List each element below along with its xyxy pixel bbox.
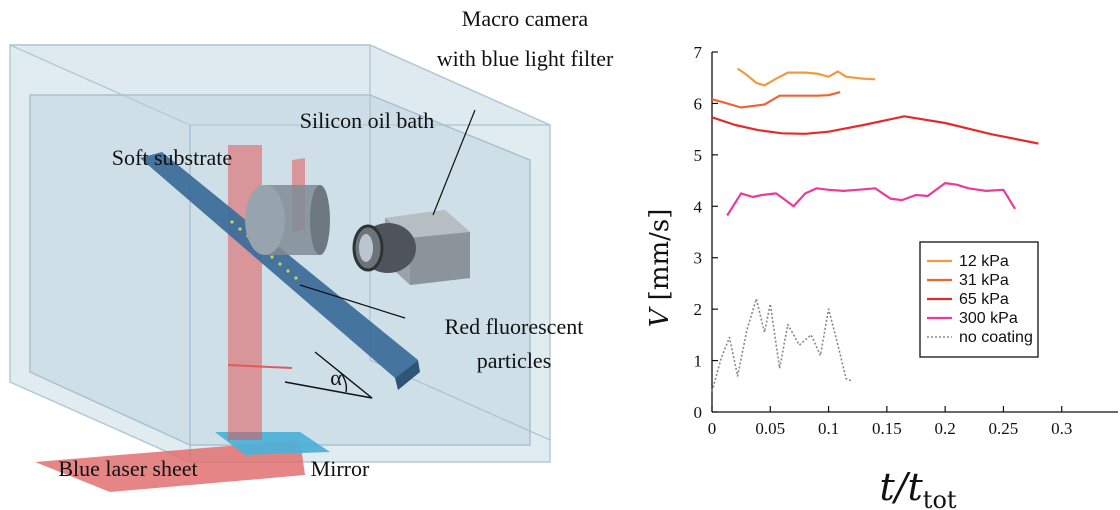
y-tick-label: 0 — [694, 403, 703, 422]
y-axis-title-symbol: V — [645, 306, 675, 327]
label-oil-bath: Silicon oil bath — [300, 108, 434, 133]
label-angle-alpha: α — [330, 365, 342, 390]
y-tick-label: 7 — [694, 43, 703, 62]
y-axis-ticks: 0 1 2 3 4 5 6 7 — [694, 43, 718, 422]
x-tick-label: 0.15 — [872, 419, 902, 438]
legend-label: 31 kPa — [959, 272, 1009, 289]
y-tick-label: 3 — [694, 249, 703, 268]
angle-indicator — [284, 351, 373, 399]
x-tick-label: 0.3 — [1051, 419, 1072, 438]
series-line-2 — [711, 91, 841, 109]
chart-legend: 12 kPa 31 kPa 65 kPa 300 kPa no coating — [919, 241, 1039, 358]
series-line-4 — [726, 182, 1017, 217]
tank-top-face — [9, 44, 551, 126]
legend-label: 12 kPa — [959, 253, 1009, 270]
laser-line — [227, 364, 293, 369]
x-tick-label: 0.1 — [818, 419, 839, 438]
label-macro-camera-line1: Macro camera — [462, 6, 589, 31]
y-tick-label: 1 — [694, 352, 703, 371]
series-layer — [711, 67, 1039, 392]
label-particles-line2: particles — [477, 348, 552, 373]
particles-leader-line — [299, 284, 406, 319]
label-mirror: Mirror — [311, 456, 370, 481]
x-tick-label: 0.2 — [935, 419, 956, 438]
x-axis-title: t/ttot — [879, 465, 956, 510]
label-particles-line1: Red fluorescent — [445, 314, 584, 339]
label-laser-sheet: Blue laser sheet — [58, 456, 197, 481]
y-tick-label: 5 — [694, 146, 703, 165]
tank-inner-edge-2 — [369, 45, 551, 441]
legend-label: 300 kPa — [959, 310, 1018, 327]
series-line-1 — [736, 67, 876, 87]
cylinder-lens — [245, 185, 330, 255]
x-tick-label: 0.05 — [755, 419, 785, 438]
soft-substrate-edge — [395, 360, 420, 390]
series-line-5 — [711, 298, 853, 392]
x-axis-title-subscript: tot — [923, 486, 957, 510]
x-tick-label: 0.25 — [989, 419, 1019, 438]
macro-camera-icon — [352, 210, 470, 285]
x-tick-label: 0 — [708, 419, 717, 438]
camera-leader-line — [432, 109, 476, 216]
series-line-3 — [711, 115, 1039, 145]
label-macro-camera-line2: with blue light filter — [437, 46, 614, 71]
x-axis-title-main: t/t — [879, 465, 923, 509]
experimental-setup-schematic: Macro camera with blue light filter Sili… — [9, 6, 614, 492]
label-soft-substrate: Soft substrate — [112, 145, 232, 170]
y-tick-label: 6 — [694, 94, 703, 113]
laser-sheet-floor — [35, 440, 305, 492]
y-axis-title: V [mm/s] — [645, 209, 675, 328]
y-tick-label: 4 — [694, 197, 703, 216]
velocity-chart: 0 0.05 0.1 0.15 0.2 0.25 0.3 0 1 2 3 4 5 6 7 V [mm/s]… — [645, 43, 1118, 510]
legend-label: 65 kPa — [959, 291, 1009, 308]
y-tick-label: 2 — [694, 300, 703, 319]
legend-label: no coating — [959, 329, 1033, 346]
y-axis-title-rest: [mm/s] — [645, 209, 675, 301]
chart-axes-frame — [711, 52, 1118, 413]
x-axis-ticks: 0 0.05 0.1 0.15 0.2 0.25 0.3 — [708, 406, 1072, 438]
